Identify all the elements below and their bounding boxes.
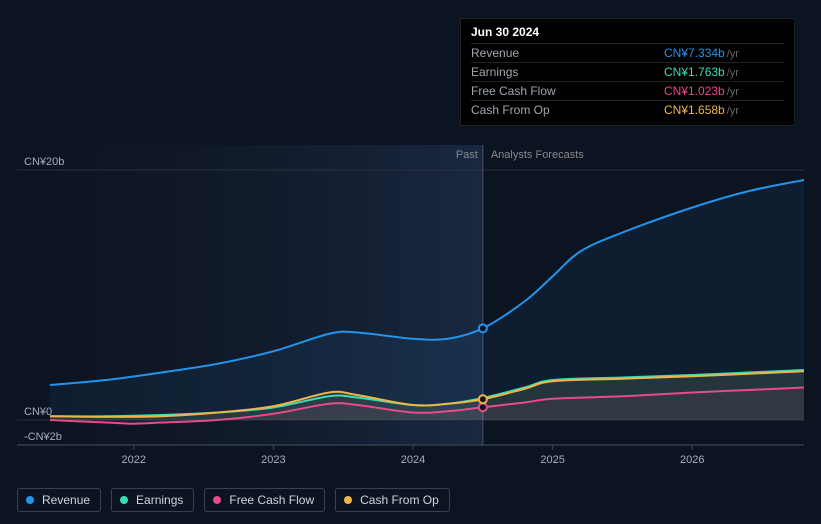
tooltip-row-label: Cash From Op (471, 103, 664, 117)
y-axis-label: CN¥0 (24, 406, 52, 418)
chart-tooltip: Jun 30 2024 RevenueCN¥7.334b/yrEarningsC… (460, 18, 795, 126)
y-axis-label: CN¥20b (24, 156, 64, 168)
tooltip-row-label: Earnings (471, 65, 664, 79)
tooltip-title: Jun 30 2024 (471, 25, 784, 39)
y-axis-label: -CN¥2b (24, 431, 62, 443)
legend-item[interactable]: Cash From Op (335, 488, 450, 512)
tooltip-row-value: CN¥7.334b/yr (664, 46, 784, 60)
legend-dot-icon (120, 496, 128, 504)
legend-item[interactable]: Revenue (17, 488, 101, 512)
legend-dot-icon (26, 496, 34, 504)
tooltip-row-value: CN¥1.023b/yr (664, 84, 784, 98)
past-label: Past (423, 149, 478, 161)
tooltip-row-label: Free Cash Flow (471, 84, 664, 98)
legend: Revenue Earnings Free Cash Flow Cash From O… (17, 488, 450, 512)
series-marker-fcf (479, 403, 487, 411)
legend-item-label: Cash From Op (360, 493, 439, 507)
series-marker-revenue (479, 324, 487, 332)
legend-item-label: Earnings (136, 493, 183, 507)
tooltip-row: EarningsCN¥1.763b/yr (471, 62, 784, 81)
tooltip-row-label: Revenue (471, 46, 664, 60)
x-axis-label: 2025 (540, 454, 564, 466)
x-axis-label: 2022 (122, 454, 146, 466)
x-axis-label: 2024 (401, 454, 425, 466)
tooltip-row: Cash From OpCN¥1.658b/yr (471, 100, 784, 119)
tooltip-row-value: CN¥1.763b/yr (664, 65, 784, 79)
legend-item[interactable]: Earnings (111, 488, 194, 512)
legend-dot-icon (213, 496, 221, 504)
forecast-label: Analysts Forecasts (491, 149, 584, 161)
legend-item[interactable]: Free Cash Flow (204, 488, 325, 512)
tooltip-row: Free Cash FlowCN¥1.023b/yr (471, 81, 784, 100)
x-axis-label: 2023 (261, 454, 285, 466)
x-axis-label: 2026 (680, 454, 704, 466)
series-marker-cfo (479, 395, 487, 403)
legend-item-label: Revenue (42, 493, 90, 507)
tooltip-row-value: CN¥1.658b/yr (664, 103, 784, 117)
legend-dot-icon (344, 496, 352, 504)
tooltip-row: RevenueCN¥7.334b/yr (471, 43, 784, 62)
legend-item-label: Free Cash Flow (229, 493, 314, 507)
